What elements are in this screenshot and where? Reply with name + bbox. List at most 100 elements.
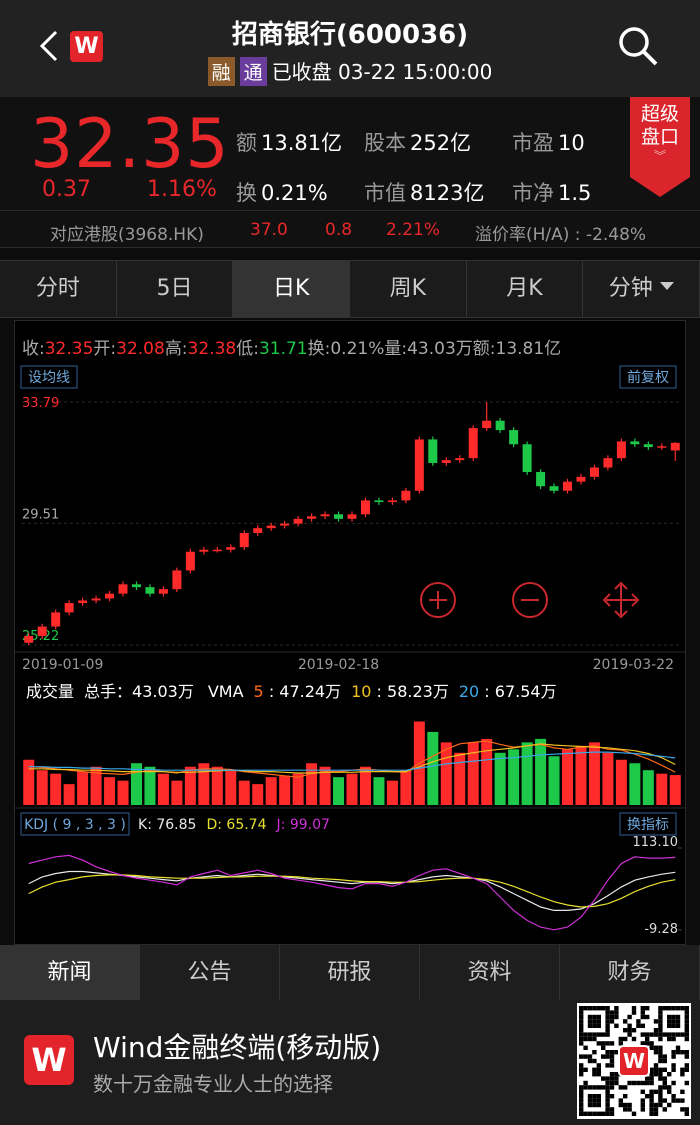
tab[interactable]: 分时 xyxy=(0,261,117,317)
tab[interactable]: 研报 xyxy=(280,945,420,1000)
tab[interactable]: 分钟 xyxy=(583,261,700,317)
qr-module xyxy=(680,1089,685,1094)
qr-module xyxy=(614,1072,619,1077)
qr-module xyxy=(605,1028,610,1033)
legend-value: 65.74 xyxy=(226,817,266,833)
qr-module xyxy=(658,1023,663,1028)
qr-module xyxy=(645,1006,650,1011)
tab[interactable]: 日K xyxy=(233,261,351,317)
zoom-out[interactable] xyxy=(512,582,548,618)
qr-module xyxy=(596,1019,601,1024)
volume-bar xyxy=(373,777,385,805)
volume-bar xyxy=(440,742,452,805)
move-icon[interactable] xyxy=(602,581,640,619)
qr-module xyxy=(627,1102,632,1108)
qr-module xyxy=(605,1050,610,1055)
qr-module xyxy=(627,1032,632,1037)
candle-body xyxy=(468,428,478,459)
qr-module xyxy=(592,1102,597,1108)
qr-module xyxy=(640,1006,645,1011)
qr-module xyxy=(645,1080,650,1086)
qr-module xyxy=(667,1036,672,1042)
tab[interactable]: 月K xyxy=(467,261,584,317)
volume-bar xyxy=(238,780,250,805)
qr-logo-text: W xyxy=(623,1049,645,1073)
zoom-controls xyxy=(420,581,640,619)
tab[interactable]: 周K xyxy=(350,261,467,317)
ma-button[interactable] xyxy=(20,365,78,389)
qr-module xyxy=(684,1050,689,1055)
total-label: 总手： xyxy=(84,682,132,701)
tab[interactable]: 5日 xyxy=(117,261,234,317)
volume-bar xyxy=(642,770,654,805)
qr-module xyxy=(601,1054,606,1059)
indicator-button[interactable] xyxy=(619,812,677,836)
tab[interactable]: 资料 xyxy=(420,945,560,1000)
volume-bar xyxy=(359,766,371,805)
qr-module xyxy=(587,1014,593,1020)
adjust-button[interactable] xyxy=(619,365,677,389)
summary-label: 量: xyxy=(384,339,407,359)
qr-module xyxy=(605,1098,610,1103)
qr-module xyxy=(583,1067,588,1072)
qr-module xyxy=(640,1014,645,1020)
qr-module xyxy=(640,1032,645,1037)
qr-module xyxy=(658,1089,663,1094)
qr-module xyxy=(684,1023,689,1028)
x-tick-label: 2019-01-09 xyxy=(22,657,103,673)
qr-module xyxy=(592,1085,597,1090)
footer-banner[interactable]: W Wind金融终端(移动版) 数十万金融专业人士的选择 W xyxy=(0,1000,700,1125)
tab[interactable]: 公告 xyxy=(140,945,280,1000)
qr-module xyxy=(583,1045,588,1050)
candle-body xyxy=(226,547,236,550)
volume-bar xyxy=(50,773,62,805)
kdj-line xyxy=(28,854,676,931)
tab[interactable]: 财务 xyxy=(560,945,700,1000)
qr-module xyxy=(684,1028,689,1033)
candle-body xyxy=(253,528,263,533)
zoom-in[interactable] xyxy=(420,582,456,618)
qr-module xyxy=(596,1085,601,1090)
qr-module xyxy=(631,1080,637,1086)
back-icon[interactable] xyxy=(36,28,64,64)
qr-module xyxy=(596,1102,601,1108)
qr-module xyxy=(583,1036,588,1042)
search-icon[interactable] xyxy=(616,24,660,68)
qr-module xyxy=(605,1102,610,1108)
qr-module xyxy=(684,1036,689,1042)
qr-module xyxy=(667,1019,672,1024)
qr-module xyxy=(671,1080,676,1086)
news-tabs: 新闻 公告 研报 资料 财务 xyxy=(0,945,700,1000)
qr-module xyxy=(658,1014,663,1020)
qr-module xyxy=(645,1014,650,1020)
qr-module xyxy=(587,1006,593,1011)
candle-body xyxy=(536,472,546,487)
qr-module xyxy=(675,1006,681,1011)
qr-module xyxy=(671,1067,676,1072)
qr-module xyxy=(667,1023,672,1028)
super-quote-button[interactable]: 超级 盘口 ︾ xyxy=(630,97,690,197)
quote-field: 换 0.21% xyxy=(236,177,364,207)
qr-module xyxy=(684,1111,689,1116)
legend-value: 58.23万 xyxy=(387,682,449,701)
qr-module xyxy=(605,1014,610,1020)
kdj-title-box[interactable] xyxy=(20,812,130,836)
qr-module xyxy=(658,1085,663,1090)
qr-module xyxy=(684,1032,689,1037)
legend-sep: : xyxy=(147,817,156,833)
qr-module xyxy=(667,1014,672,1020)
qr-module xyxy=(658,1076,663,1081)
y-tick-label: 29.51 xyxy=(22,507,59,522)
qr-module xyxy=(636,1019,641,1024)
field-value: 1.5 xyxy=(558,181,592,205)
qr-module xyxy=(649,1111,654,1116)
qr-module xyxy=(579,1028,584,1033)
qr-module xyxy=(587,1032,593,1037)
qr-module xyxy=(680,1006,685,1011)
qr-module xyxy=(592,1036,597,1042)
tab[interactable]: 新闻 xyxy=(0,945,140,1000)
qr-module xyxy=(649,1032,654,1037)
qr-module xyxy=(579,1006,584,1011)
field-value: 8123亿 xyxy=(410,181,485,205)
quote-field: 股本 252亿 xyxy=(364,127,512,157)
